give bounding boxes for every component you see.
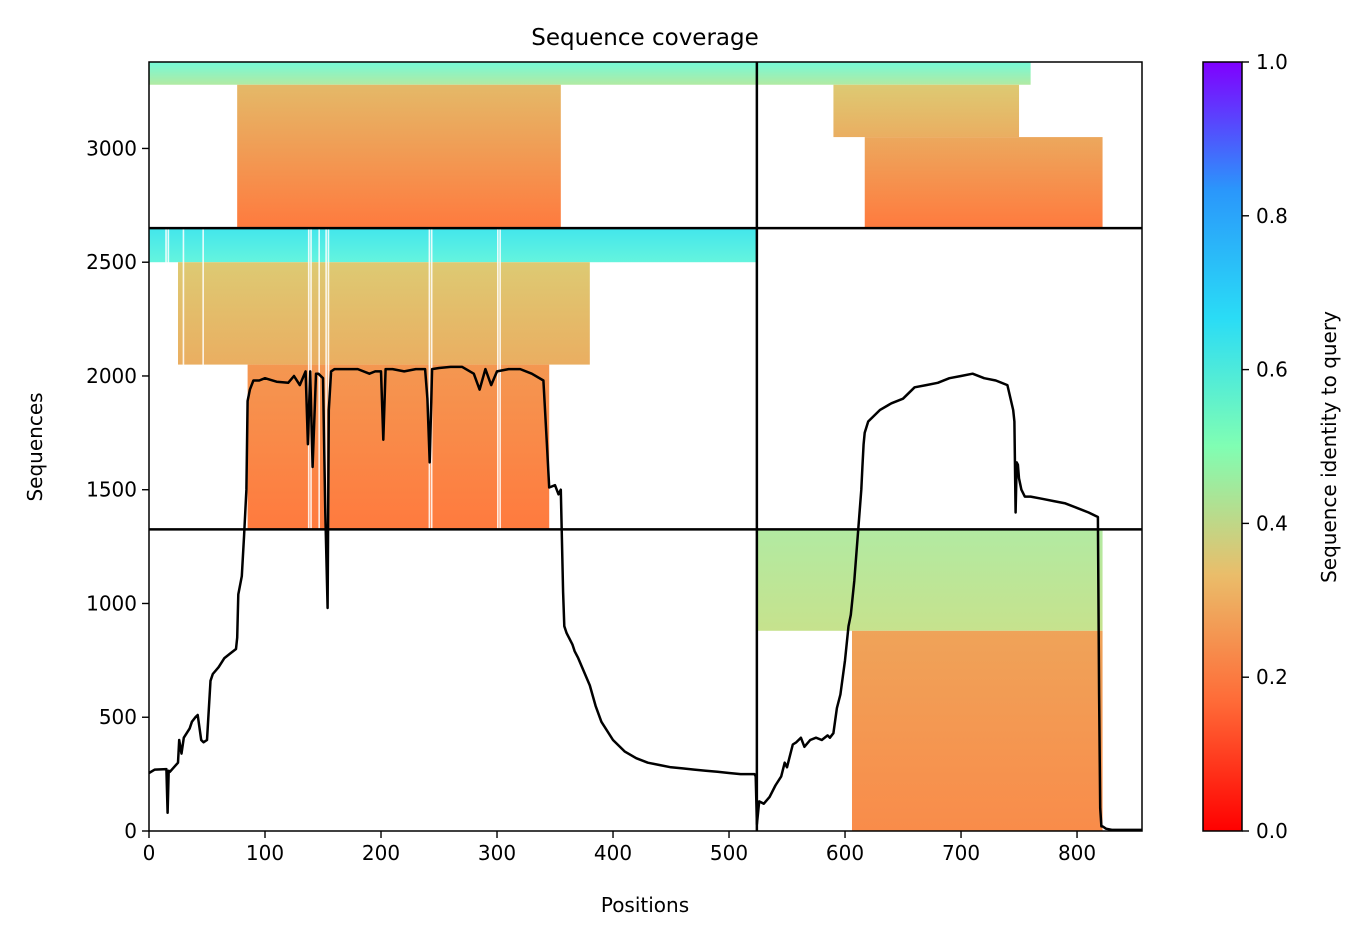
coverage-block	[756, 62, 1031, 85]
gap-stripe	[182, 228, 185, 530]
x-tick-label: 200	[362, 841, 400, 865]
plot-frame	[148, 61, 1143, 832]
gap-stripe	[1017, 228, 1020, 530]
colorbar-axis: 0.0 0.2 0.4 0.6 0.8 1.0	[1242, 50, 1288, 843]
colorbar-tick-label: 0.4	[1256, 511, 1288, 535]
y-tick-label: 1500	[86, 478, 137, 502]
x-axis-label: Positions	[601, 893, 689, 917]
x-tick-label: 0	[143, 841, 156, 865]
coverage-block	[833, 84, 1020, 138]
y-tick-label: 2000	[86, 364, 137, 388]
colorbar-tick-label: 0.8	[1256, 204, 1288, 228]
y-axis: 0 500 1000 1500 2000 2500 3000	[86, 136, 149, 843]
gap-stripe	[497, 228, 499, 530]
x-tick-label: 300	[478, 841, 516, 865]
coverage-line	[149, 365, 1142, 831]
gap-stripe	[428, 228, 431, 530]
colorbar-tick-label: 0.0	[1256, 819, 1288, 843]
coverage-block	[149, 62, 757, 85]
colorbar	[1202, 61, 1243, 832]
y-tick-label: 1000	[86, 591, 137, 615]
x-tick-label: 800	[1058, 841, 1096, 865]
coverage-block	[178, 262, 590, 365]
coverage-block	[237, 84, 561, 229]
gap-stripe	[325, 228, 327, 530]
x-tick-label: 600	[826, 841, 864, 865]
y-tick-label: 500	[99, 705, 137, 729]
group-dividers	[149, 62, 1142, 831]
gap-stripe	[499, 228, 501, 530]
coverage-block	[247, 364, 550, 530]
coverage-block	[149, 228, 757, 263]
colorbar-tick-label: 0.6	[1256, 358, 1288, 382]
y-axis-label: Sequences	[23, 392, 47, 501]
coverage-block	[756, 529, 1103, 631]
colorbar-tick-label: 0.2	[1256, 665, 1288, 689]
coverage-blocks	[149, 62, 1103, 831]
gap-stripe	[167, 228, 170, 530]
gap-stripe	[318, 228, 320, 530]
x-tick-label: 400	[594, 841, 632, 865]
coverage-block	[851, 630, 1103, 831]
x-tick-label: 500	[710, 841, 748, 865]
gap-stripe	[165, 228, 167, 530]
coverage-block	[864, 137, 1103, 229]
y-tick-label: 0	[124, 819, 137, 843]
gap-stripe	[327, 228, 330, 530]
y-tick-label: 3000	[86, 136, 137, 160]
x-tick-label: 700	[942, 841, 980, 865]
chart-title: Sequence coverage	[531, 25, 759, 51]
x-axis: 0 100 200 300 400 500 600 700 800	[143, 831, 1096, 865]
x-tick-label: 100	[246, 841, 284, 865]
colorbar-label: Sequence identity to query	[1317, 311, 1341, 583]
colorbar-tick-label: 1.0	[1256, 50, 1288, 74]
y-tick-label: 2500	[86, 250, 137, 274]
gap-stripe	[202, 228, 204, 530]
gap-stripe	[1016, 228, 1019, 530]
